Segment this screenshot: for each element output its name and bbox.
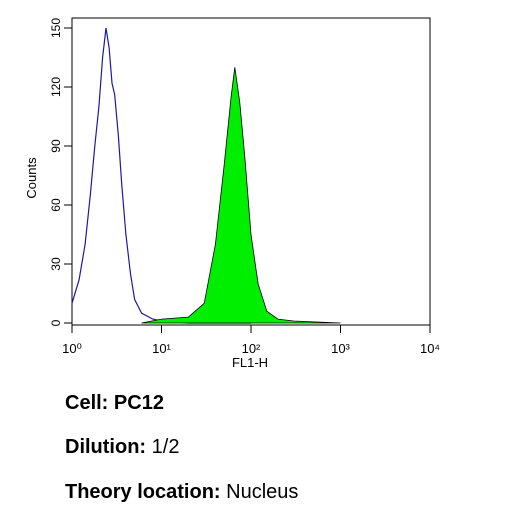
caption-value: PC12 [113,392,164,414]
caption-row: Dilution: 1/2 [65,436,179,459]
y-tick-label: 120 [49,77,63,97]
histogram-line [71,27,251,324]
y-tick-label: 0 [49,319,63,326]
x-axis-label: FL1-H [232,355,268,370]
y-tick-label: 90 [49,139,63,153]
caption-row: Theory location: Nucleus [65,481,298,504]
caption-value: 1/2 [151,436,180,458]
caption-key: Cell: [65,392,109,414]
histogram-area [141,67,341,324]
x-tick-label: 10³ [331,341,350,356]
caption-row: Cell: PC12 [65,392,164,415]
chart: FL1-H Counts 0 30 60 90 120 150 10⁰ 10¹ 10² 10³ 10… [24,17,440,370]
x-tick-label: 10¹ [152,341,171,356]
y-tick-label: 60 [49,198,63,212]
caption-key: Dilution: [65,436,147,458]
x-tick-label: 10⁴ [420,341,440,356]
y-tick-label: 150 [49,18,63,38]
caption-value: Nucleus [226,481,299,503]
caption-key: Theory location: [65,481,221,503]
x-tick-label: 10⁰ [62,341,82,356]
y-tick-label: 30 [49,257,63,271]
x-tick-label: 10² [242,341,261,356]
y-axis-label: Counts [24,157,39,199]
